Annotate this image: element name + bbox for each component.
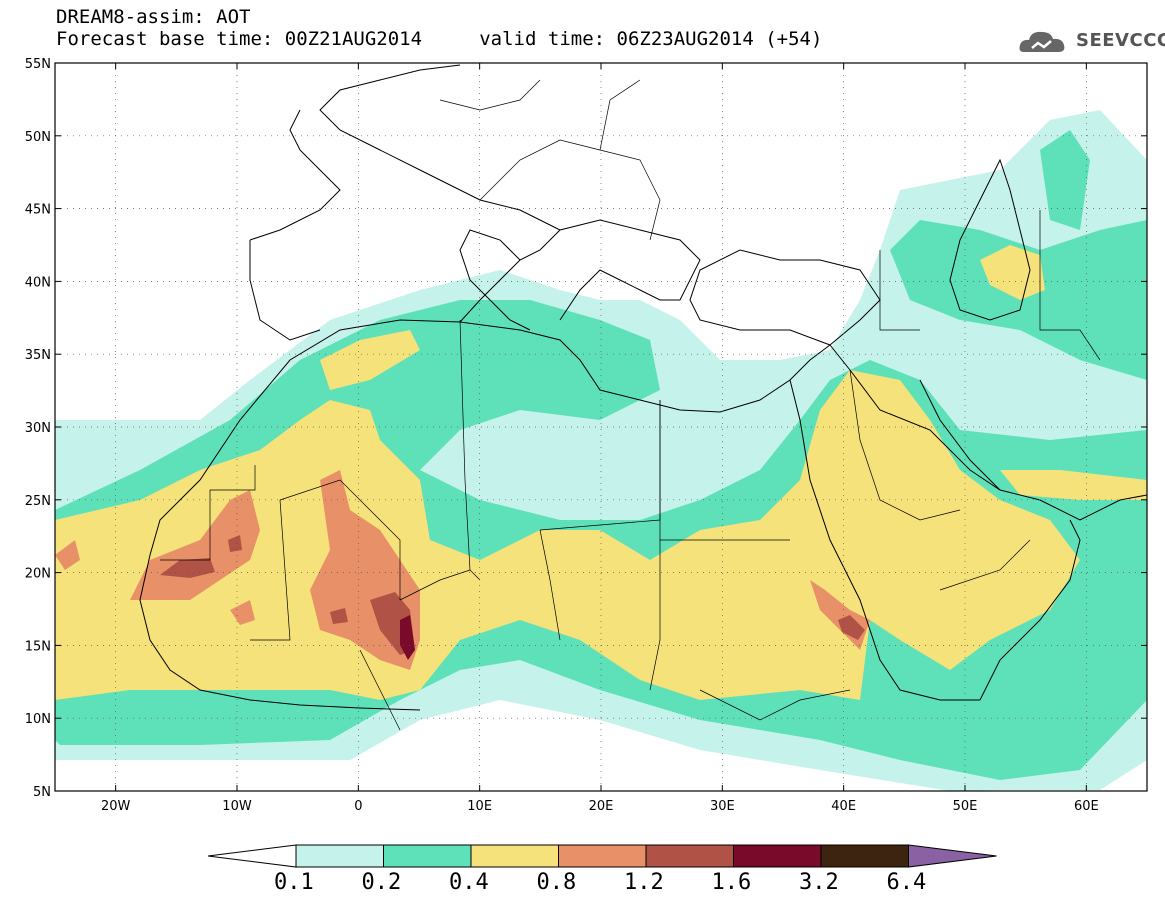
coastlines <box>139 64 1147 711</box>
brand-name: SEEVCCC <box>1076 30 1165 51</box>
colorbar-segment <box>820 844 909 868</box>
map-gridlines <box>55 62 1147 792</box>
aot-band-0.8-westcoast <box>55 540 80 570</box>
lat-label: 20N <box>25 567 51 582</box>
brand-logo: SEEVCCC <box>1018 26 1165 56</box>
aot-band-0.2-north <box>1040 130 1090 230</box>
lat-label: 35N <box>25 348 51 363</box>
map-title: DREAM8-assim: AOT <box>56 6 251 28</box>
lat-label: 10N <box>25 712 51 727</box>
aot-band-0.8 <box>130 490 260 600</box>
lon-label: 30E <box>710 799 735 814</box>
lon-label: 60E <box>1074 799 1099 814</box>
colorbar-min-arrow <box>207 844 297 868</box>
colorbar-label: 1.6 <box>711 870 752 895</box>
map-subtitle: Forecast base time: 00Z21AUG2014 valid t… <box>56 28 823 50</box>
lon-label: 10W <box>222 799 252 814</box>
lat-label: 50N <box>25 130 51 145</box>
colorbar-label: 6.4 <box>886 870 927 895</box>
aot-band-1.2-b <box>228 535 242 552</box>
lat-label: 40N <box>25 275 51 290</box>
cloud-logo-icon <box>1019 31 1065 52</box>
lat-label: 15N <box>25 639 51 654</box>
lat-label: 55N <box>25 57 51 72</box>
lat-label: 45N <box>25 203 51 218</box>
colorbar-label: 1.2 <box>624 870 664 895</box>
colorbar-max-arrow <box>908 844 997 868</box>
colorbar-label: 0.8 <box>536 870 577 895</box>
lat-label: 5N <box>33 785 51 800</box>
colorbar-label: 0.2 <box>361 870 402 895</box>
aot-band-1.6 <box>400 615 415 660</box>
colorbar-segment <box>295 844 384 868</box>
aot-band-1.2-d <box>330 608 348 624</box>
colorbar-label: 0.4 <box>449 870 489 895</box>
lat-label: 30N <box>25 421 51 436</box>
colorbar-segment <box>558 844 647 868</box>
aot-band-0.4-aral <box>980 245 1045 300</box>
colorbar-segment <box>383 844 472 868</box>
lon-label: 50E <box>953 799 978 814</box>
lon-label: 10E <box>467 799 492 814</box>
colorbar-segment <box>733 844 822 868</box>
aot-band-0.4-gulf <box>1000 470 1147 500</box>
country-borders <box>160 79 1101 731</box>
colorbar <box>207 844 997 868</box>
aot-band-1.2 <box>160 558 215 578</box>
lon-label: 20E <box>589 799 614 814</box>
latitude-labels: 5N 10N 15N 20N 25N 30N 35N 40N 45N 50N 55N <box>25 57 51 800</box>
colorbar-label: 0.1 <box>274 870 314 895</box>
lon-label: 20W <box>101 799 131 814</box>
aot-band-0.8-mauritania <box>230 600 255 625</box>
colorbar-label: 3.2 <box>799 870 839 895</box>
colorbar-segment <box>645 844 734 868</box>
lon-label: 40E <box>831 799 856 814</box>
map-frame <box>54 62 1148 792</box>
aot-band-0.4-north <box>320 330 420 390</box>
aot-band-0.4 <box>55 370 1080 700</box>
colorbar-segment <box>470 844 559 868</box>
aot-band-0.2-caspian <box>890 220 1147 380</box>
longitude-labels: 20W 10W 0 10E 20E 30E 40E 50E 60E <box>101 799 1099 814</box>
lon-label: 0 <box>354 799 362 814</box>
aot-band-1.2-e <box>838 615 865 640</box>
lat-label: 25N <box>25 494 51 509</box>
